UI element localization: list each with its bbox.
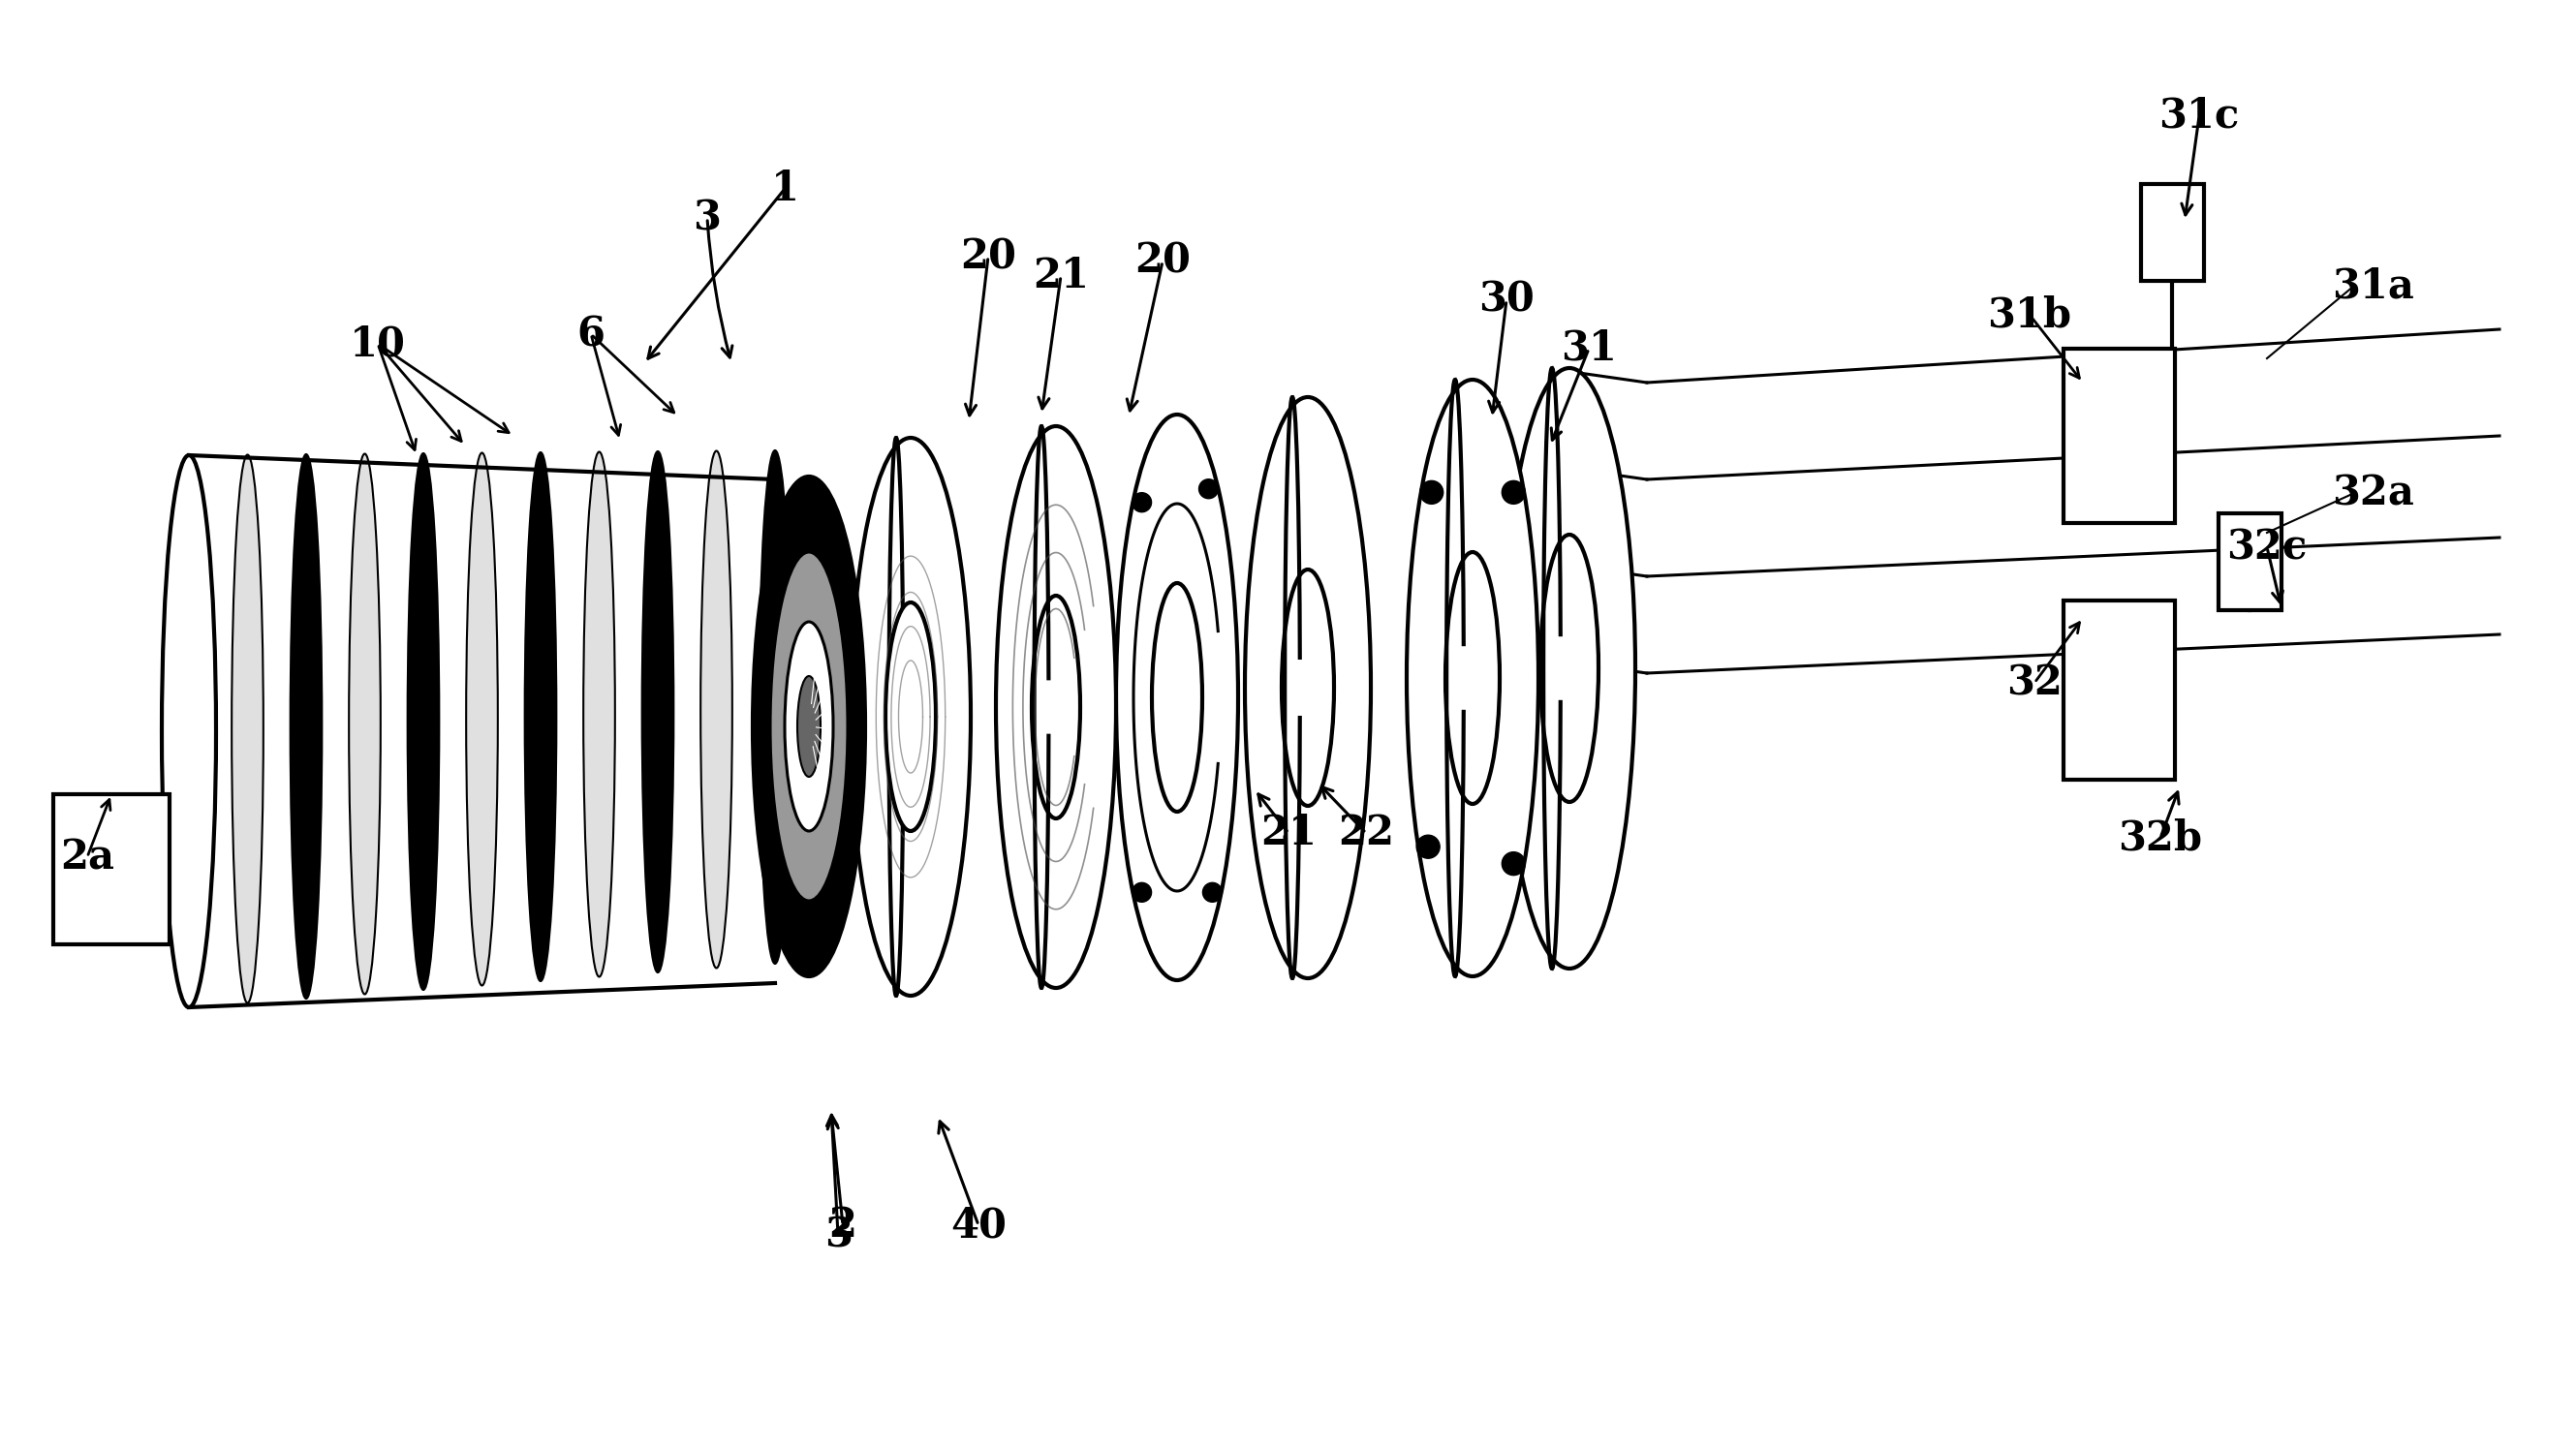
Ellipse shape bbox=[582, 452, 616, 977]
Text: 32: 32 bbox=[2007, 663, 2063, 704]
Ellipse shape bbox=[466, 453, 497, 986]
Ellipse shape bbox=[886, 602, 935, 831]
Text: 31b: 31b bbox=[1989, 294, 2071, 334]
Bar bbox=[2063, 601, 2174, 779]
Ellipse shape bbox=[232, 455, 263, 1003]
Ellipse shape bbox=[1540, 534, 1600, 802]
Circle shape bbox=[1198, 479, 1218, 498]
Text: 30: 30 bbox=[1479, 279, 1535, 320]
Ellipse shape bbox=[1283, 569, 1334, 807]
Ellipse shape bbox=[173, 455, 204, 1008]
Ellipse shape bbox=[162, 455, 216, 1008]
Bar bbox=[2218, 514, 2282, 610]
Circle shape bbox=[1502, 851, 1525, 875]
Circle shape bbox=[1131, 883, 1151, 902]
Text: 3: 3 bbox=[693, 197, 721, 239]
Ellipse shape bbox=[770, 552, 848, 901]
Ellipse shape bbox=[1115, 414, 1239, 980]
Bar bbox=[2063, 349, 2174, 523]
Ellipse shape bbox=[850, 437, 971, 996]
Ellipse shape bbox=[1406, 379, 1538, 976]
Ellipse shape bbox=[1504, 368, 1636, 969]
Bar bbox=[2141, 184, 2205, 281]
Text: 32c: 32c bbox=[2226, 527, 2308, 568]
Text: 20: 20 bbox=[961, 236, 1018, 277]
Text: 20: 20 bbox=[1133, 242, 1190, 282]
Ellipse shape bbox=[701, 450, 732, 969]
Text: 2a: 2a bbox=[59, 837, 113, 877]
Ellipse shape bbox=[799, 676, 822, 776]
Ellipse shape bbox=[407, 453, 438, 990]
Ellipse shape bbox=[997, 426, 1115, 988]
Circle shape bbox=[1502, 481, 1525, 504]
Ellipse shape bbox=[752, 476, 866, 976]
Circle shape bbox=[1417, 835, 1440, 859]
Ellipse shape bbox=[526, 452, 556, 982]
Text: 22: 22 bbox=[1337, 812, 1394, 853]
Text: 31: 31 bbox=[1561, 329, 1618, 369]
Ellipse shape bbox=[291, 455, 322, 999]
Text: 31a: 31a bbox=[2331, 265, 2414, 306]
Bar bbox=[54, 794, 170, 944]
Text: 40: 40 bbox=[951, 1205, 1007, 1245]
Ellipse shape bbox=[786, 621, 832, 831]
Text: 1: 1 bbox=[770, 168, 799, 209]
Circle shape bbox=[1131, 492, 1151, 513]
Ellipse shape bbox=[348, 453, 381, 995]
Ellipse shape bbox=[1151, 584, 1203, 812]
Ellipse shape bbox=[1244, 397, 1370, 979]
Circle shape bbox=[1419, 481, 1443, 504]
Text: 32b: 32b bbox=[2117, 818, 2202, 859]
Text: 10: 10 bbox=[350, 323, 407, 365]
Text: 6: 6 bbox=[577, 314, 605, 355]
Text: 21: 21 bbox=[1033, 256, 1090, 297]
Ellipse shape bbox=[760, 450, 791, 964]
Ellipse shape bbox=[1033, 595, 1079, 818]
Circle shape bbox=[1203, 883, 1221, 902]
Ellipse shape bbox=[1445, 552, 1499, 804]
Ellipse shape bbox=[641, 452, 675, 973]
Text: 2: 2 bbox=[829, 1205, 858, 1245]
Text: 31c: 31c bbox=[2159, 96, 2239, 136]
Text: 3: 3 bbox=[824, 1215, 853, 1255]
Text: 21: 21 bbox=[1260, 812, 1316, 853]
Text: 32a: 32a bbox=[2331, 473, 2414, 514]
